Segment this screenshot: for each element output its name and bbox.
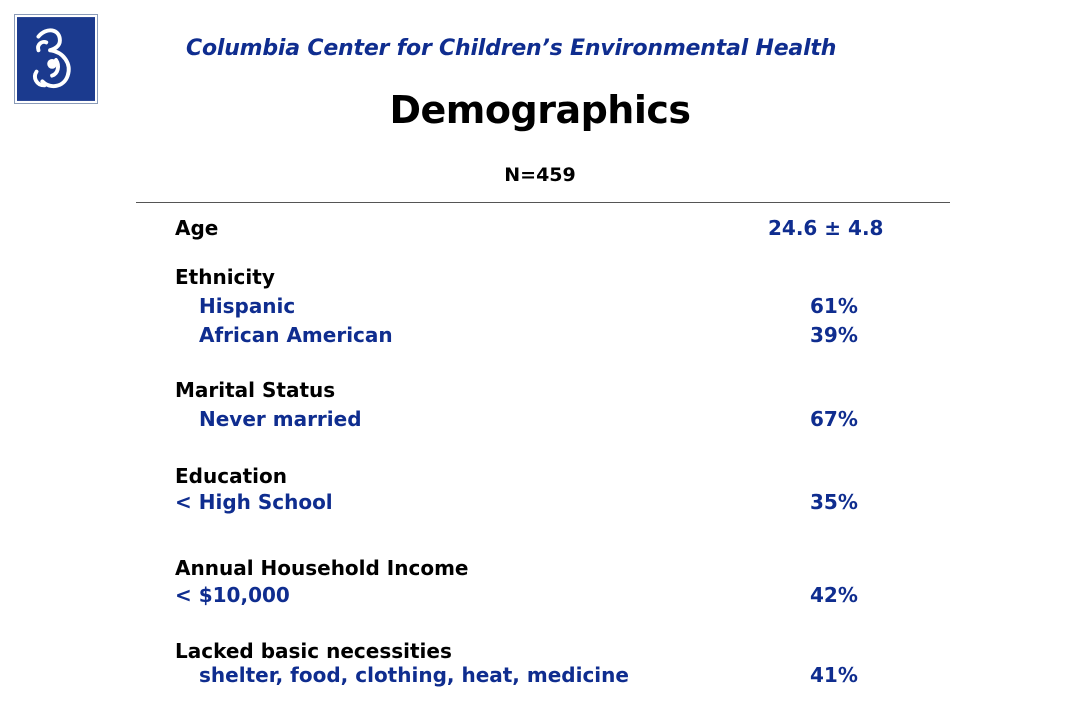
age-value: 24.6 ± 4.8 <box>768 216 884 240</box>
sample-size: N=459 <box>504 164 576 186</box>
never-married-value: 67% <box>810 407 858 431</box>
necessities-value: 41% <box>810 663 858 687</box>
logo <box>14 14 98 104</box>
ethnicity-african-american-value: 39% <box>810 323 858 347</box>
education-high-school-value: 35% <box>810 490 858 514</box>
ethnicity-hispanic-label: Hispanic <box>199 294 296 318</box>
page-title: Demographics <box>389 88 691 132</box>
org-title: Columbia Center for Children’s Environme… <box>186 36 837 61</box>
education-label: Education <box>175 464 287 488</box>
education-high-school-label: < High School <box>175 490 333 514</box>
ethnicity-hispanic-value: 61% <box>810 294 858 318</box>
divider <box>136 202 950 203</box>
age-label: Age <box>175 216 219 240</box>
never-married-label: Never married <box>199 407 362 431</box>
income-under-10000-label: < $10,000 <box>175 583 290 607</box>
ethnicity-african-american-label: African American <box>199 323 393 347</box>
marital-status-label: Marital Status <box>175 378 336 402</box>
mother-child-logo-icon <box>17 17 95 101</box>
ethnicity-label: Ethnicity <box>175 265 275 289</box>
income-label: Annual Household Income <box>175 556 469 580</box>
necessities-label: Lacked basic necessities <box>175 639 452 663</box>
necessities-list-label: shelter, food, clothing, heat, medicine <box>199 663 629 687</box>
income-under-10000-value: 42% <box>810 583 858 607</box>
